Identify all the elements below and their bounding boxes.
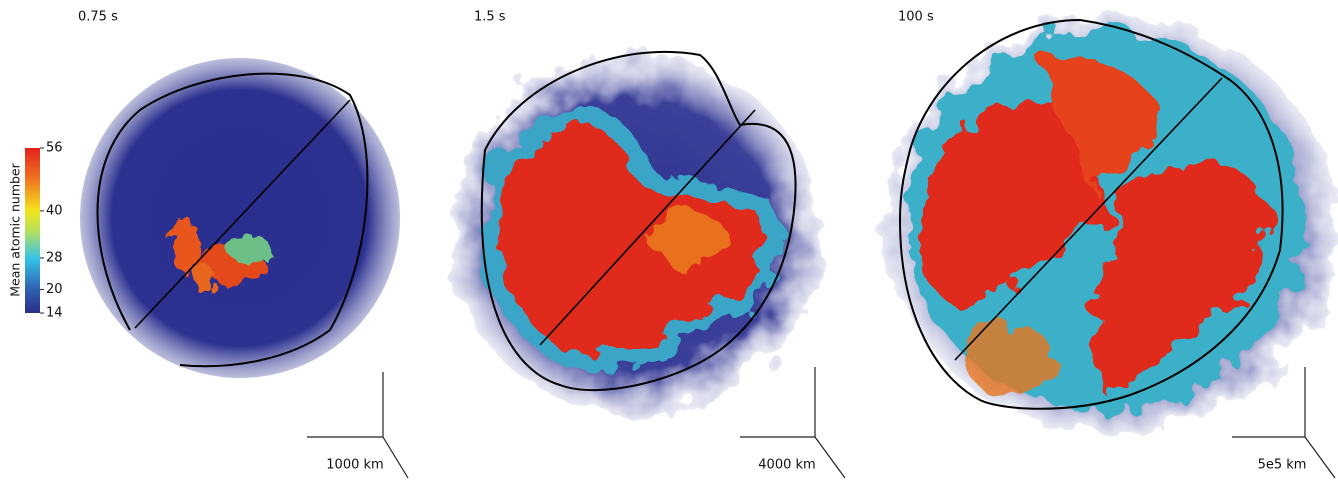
colorbar-tick-label: 20	[46, 282, 63, 297]
shock-outline	[898, 18, 1284, 410]
scale-label: 4000 km	[758, 458, 815, 473]
scale-label: 5e5 km	[1258, 458, 1307, 473]
colorbar-gradient	[25, 148, 40, 313]
colorbar-tick-label: 40	[46, 203, 63, 218]
ash-plume	[482, 110, 781, 372]
scale-axes	[307, 372, 409, 479]
scale-label: 1000 km	[326, 458, 383, 473]
time-label: 0.75 s	[78, 10, 118, 25]
panel-1: 0.75 s 1000 km	[78, 10, 409, 479]
colorbar: Mean atomic number 56 40 28 20 14	[8, 141, 63, 321]
colorbar-label: Mean atomic number	[8, 162, 23, 296]
panel-2: 1.5 s 4000 km	[450, 10, 846, 479]
shock-outline	[96, 72, 369, 368]
time-label: 100 s	[898, 10, 934, 25]
cut-line	[954, 77, 1223, 361]
colorbar-tick-label: 28	[46, 251, 63, 266]
scale-axes	[740, 367, 846, 479]
scale-axes	[1232, 367, 1336, 479]
ash-plume	[905, 30, 1305, 410]
shock-outline	[480, 50, 797, 392]
ejecta-sphere	[80, 58, 400, 378]
colorbar-tick-label: 56	[46, 141, 63, 156]
panel-3: 100 s 5e5 km	[887, 10, 1337, 479]
cut-line	[134, 99, 351, 329]
cut-line	[539, 109, 756, 346]
ash-plume	[171, 217, 272, 294]
time-label: 1.5 s	[474, 10, 506, 25]
colorbar-tick-label: 14	[46, 306, 63, 321]
